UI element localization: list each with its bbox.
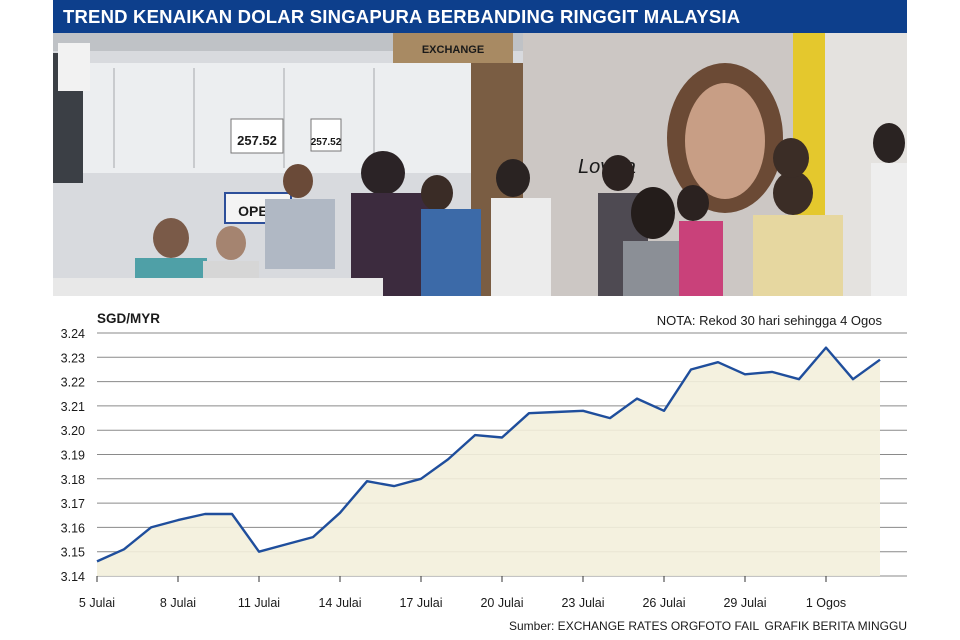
source-credit: Sumber: EXCHANGE RATES ORG bbox=[509, 619, 698, 633]
y-tick-label: 3.24 bbox=[61, 327, 85, 341]
y-tick-label: 3.16 bbox=[61, 521, 85, 535]
x-tick-label: 17 Julai bbox=[399, 596, 442, 610]
currency-exchange-photo: 257.52 257.52 OPEN EXCHANGE Lovisa bbox=[53, 33, 907, 296]
shop-cabinets bbox=[73, 63, 503, 173]
y-tick-label: 3.20 bbox=[61, 424, 85, 438]
rate-sign-2-value: 257.52 bbox=[311, 137, 342, 148]
graphic-credit: GRAFIK BERITA MINGGU bbox=[765, 619, 907, 633]
rate-sign-1 bbox=[230, 118, 284, 154]
x-tick-label: 1 Ogos bbox=[806, 596, 846, 610]
exchange-counter bbox=[53, 278, 383, 296]
x-tick-label: 8 Julai bbox=[160, 596, 196, 610]
shop-sign-text: EXCHANGE bbox=[422, 44, 484, 56]
credits: Sumber: EXCHANGE RATES ORG FOTO FAIL GRA… bbox=[509, 619, 907, 633]
news-photo: 257.52 257.52 OPEN EXCHANGE Lovisa bbox=[53, 33, 907, 296]
y-tick-label: 3.23 bbox=[61, 351, 85, 365]
rate-chart: SGD/MYR NOTA: Rekod 30 hari sehingga 4 O… bbox=[61, 311, 907, 633]
x-tick-label: 11 Julai bbox=[238, 596, 280, 610]
x-tick-label: 14 Julai bbox=[318, 596, 361, 610]
chart-note: NOTA: Rekod 30 hari sehingga 4 Ogos bbox=[657, 313, 883, 328]
chart-title: SGD/MYR bbox=[97, 311, 160, 326]
chart-container: SGD/MYR NOTA: Rekod 30 hari sehingga 4 O… bbox=[0, 296, 960, 640]
poster-face bbox=[685, 83, 765, 199]
y-tick-label: 3.17 bbox=[61, 497, 85, 511]
rate-sign-1-value: 257.52 bbox=[237, 133, 277, 148]
x-axis-ticks: 5 Julai 8 Julai 11 Julai 14 Julai 17 Julai 20… bbox=[79, 576, 846, 610]
y-axis-ticks: 3.24 3.23 3.22 3.21 3.20 3.19 3.18 3.17 3.16 3.15… bbox=[61, 327, 85, 584]
y-tick-label: 3.19 bbox=[61, 449, 85, 463]
y-tick-label: 3.18 bbox=[61, 473, 85, 487]
title-banner: TREND KENAIKAN DOLAR SINGAPURA BERBANDIN… bbox=[53, 0, 907, 33]
area-fill bbox=[97, 347, 880, 576]
chart-headline: TREND KENAIKAN DOLAR SINGAPURA BERBANDIN… bbox=[63, 6, 741, 27]
y-tick-label: 3.14 bbox=[61, 570, 85, 584]
x-tick-label: 20 Julai bbox=[480, 596, 523, 610]
x-tick-label: 5 Julai bbox=[79, 596, 115, 610]
y-tick-label: 3.22 bbox=[61, 376, 85, 390]
rate-sign-2 bbox=[310, 118, 342, 152]
series-line bbox=[96, 346, 881, 563]
x-tick-label: 23 Julai bbox=[561, 596, 604, 610]
x-tick-label: 29 Julai bbox=[723, 596, 766, 610]
y-tick-label: 3.15 bbox=[61, 546, 85, 560]
y-tick-label: 3.21 bbox=[61, 400, 85, 414]
x-tick-label: 26 Julai bbox=[642, 596, 685, 610]
shop-sign bbox=[393, 33, 513, 63]
shop-logo-card bbox=[58, 43, 90, 91]
photo-credit: FOTO FAIL bbox=[698, 619, 759, 633]
